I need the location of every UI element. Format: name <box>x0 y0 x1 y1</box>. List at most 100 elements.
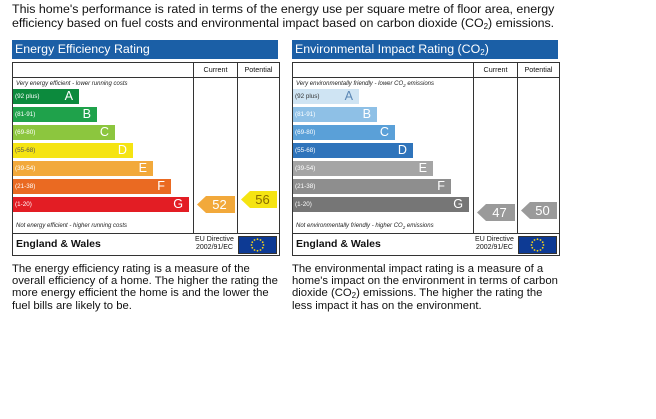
inefficient-note: Not energy efficient - higher running co… <box>16 223 128 229</box>
potential-marker-shape <box>521 202 557 219</box>
potential-rating-value: 56 <box>255 192 270 207</box>
friendly-note-start: Very environmentally friendly - lower CO <box>296 81 404 87</box>
band-range: (55-68) <box>15 146 36 154</box>
band-range: (81-91) <box>295 110 316 118</box>
title-co2-subscript: 2 <box>480 48 485 57</box>
region-label: England & Wales <box>296 238 381 250</box>
band-range: (39-54) <box>15 164 36 172</box>
band-letter: C <box>99 125 109 139</box>
band-letter: A <box>64 89 73 103</box>
eu-flag-icon <box>238 236 277 254</box>
footer-divider <box>13 233 279 234</box>
directive-line-1: EU Directive <box>475 236 514 243</box>
rating-band-f: (21-38) F <box>293 179 451 194</box>
description-end: ) emissions. The higher the rating the l… <box>292 287 543 312</box>
unfriendly-note-start: Not environmentally friendly - higher CO <box>296 223 403 229</box>
current-column-header: Current <box>483 65 508 74</box>
column-divider <box>517 63 518 234</box>
band-letter: E <box>138 161 147 175</box>
intro-co2-subscript: 2 <box>483 21 489 31</box>
intro-line-2-end: ) emissions. <box>488 15 555 30</box>
current-rating-marker: 52 <box>197 196 235 213</box>
band-letter: D <box>117 143 127 157</box>
band-letter: B <box>362 107 371 121</box>
current-marker-shape <box>197 196 235 213</box>
region-label: England & Wales <box>16 238 101 250</box>
friendly-note-end: emissions <box>405 81 435 87</box>
header-divider <box>293 77 559 78</box>
directive-line-1: EU Directive <box>195 236 234 243</box>
band-range: (55-68) <box>295 146 316 154</box>
environmental-impact-chart: Current Potential Very environmentally f… <box>292 62 560 256</box>
unfriendly-note-end: emissions <box>405 223 434 229</box>
rating-band-g: (1-20) G <box>13 197 189 212</box>
column-divider <box>193 63 194 234</box>
rating-band-e: (39-54) E <box>293 161 433 176</box>
band-letter: G <box>453 197 463 211</box>
rating-band-d: (55-68) D <box>293 143 413 158</box>
band-letter: A <box>344 89 353 103</box>
band-letter: B <box>82 107 91 121</box>
environmental-impact-title: Environmental Impact Rating (CO2) <box>292 40 558 59</box>
potential-marker-shape <box>241 191 277 208</box>
energy-efficiency-description: The energy efficiency rating is a measur… <box>12 263 278 312</box>
band-range: (69-80) <box>15 128 36 136</box>
rating-band-g: (1-20) G <box>293 197 469 212</box>
band-letter: G <box>173 197 183 211</box>
eu-directive-label: EU Directive 2002/91/EC <box>193 234 236 251</box>
band-range: (69-80) <box>295 128 316 136</box>
rating-band-c: (69-80) C <box>13 125 115 140</box>
unfriendly-note-subscript: 2 <box>402 225 406 230</box>
description-start: The environmental impact rating is a mea… <box>292 263 558 300</box>
rating-band-f: (21-38) F <box>13 179 171 194</box>
band-range: (21-38) <box>15 182 36 190</box>
current-rating-value: 52 <box>212 197 227 212</box>
intro-line-2: efficiency based on fuel costs and envir… <box>12 15 642 31</box>
potential-column-header: Potential <box>244 65 273 74</box>
environmental-impact-panel: Environmental Impact Rating (CO2) Curren… <box>292 40 560 256</box>
potential-column-header: Potential <box>524 65 553 74</box>
band-range: (39-54) <box>295 164 316 172</box>
intro-text: This home's performance is rated in term… <box>12 2 642 31</box>
band-range: (81-91) <box>15 110 36 118</box>
rating-band-a: (92 plus) A <box>293 89 359 104</box>
column-divider <box>473 63 474 234</box>
intro-line-2-start: efficiency based on fuel costs and envir… <box>12 15 484 30</box>
title-close: ) <box>484 42 489 56</box>
rating-band-e: (39-54) E <box>13 161 153 176</box>
intro-line-1: This home's performance is rated in term… <box>12 2 555 16</box>
rating-band-b: (81-91) B <box>293 107 377 122</box>
directive-line-2: 2002/91/EC <box>476 243 513 251</box>
directive-line-2: 2002/91/EC <box>196 243 233 251</box>
energy-efficiency-title: Energy Efficiency Rating <box>12 40 278 59</box>
description-co2-subscript: 2 <box>351 291 357 301</box>
rating-band-b: (81-91) B <box>13 107 97 122</box>
rating-band-c: (69-80) C <box>293 125 395 140</box>
current-column-header: Current <box>203 65 228 74</box>
footer-divider <box>293 233 559 234</box>
column-divider <box>237 63 238 234</box>
band-range: (1-20) <box>15 200 32 208</box>
potential-rating-value: 50 <box>535 203 550 218</box>
energy-efficiency-chart: Current Potential Very energy efficient … <box>12 62 280 256</box>
eu-directive-label: EU Directive 2002/91/EC <box>473 234 516 251</box>
friendly-note-subscript: 2 <box>403 83 406 88</box>
environmental-impact-description: The environmental impact rating is a mea… <box>292 263 560 312</box>
unfriendly-note: Not environmentally friendly - higher CO… <box>296 223 434 230</box>
band-range: (1-20) <box>295 200 312 208</box>
band-range: (21-38) <box>295 182 316 190</box>
band-letter: F <box>157 179 165 193</box>
potential-rating-marker: 50 <box>521 202 557 219</box>
band-letter: F <box>437 179 445 193</box>
rating-band-d: (55-68) D <box>13 143 133 158</box>
band-letter: E <box>418 161 427 175</box>
header-divider <box>13 77 279 78</box>
current-rating-marker: 47 <box>477 204 515 221</box>
band-range: (92 plus) <box>295 92 320 100</box>
title-text: Environmental Impact Rating (CO <box>295 42 481 56</box>
band-letter: D <box>397 143 407 157</box>
current-marker-shape <box>477 204 515 221</box>
eu-flag-icon <box>518 236 557 254</box>
friendly-note: Very environmentally friendly - lower CO… <box>296 81 435 88</box>
current-rating-value: 47 <box>492 205 507 220</box>
